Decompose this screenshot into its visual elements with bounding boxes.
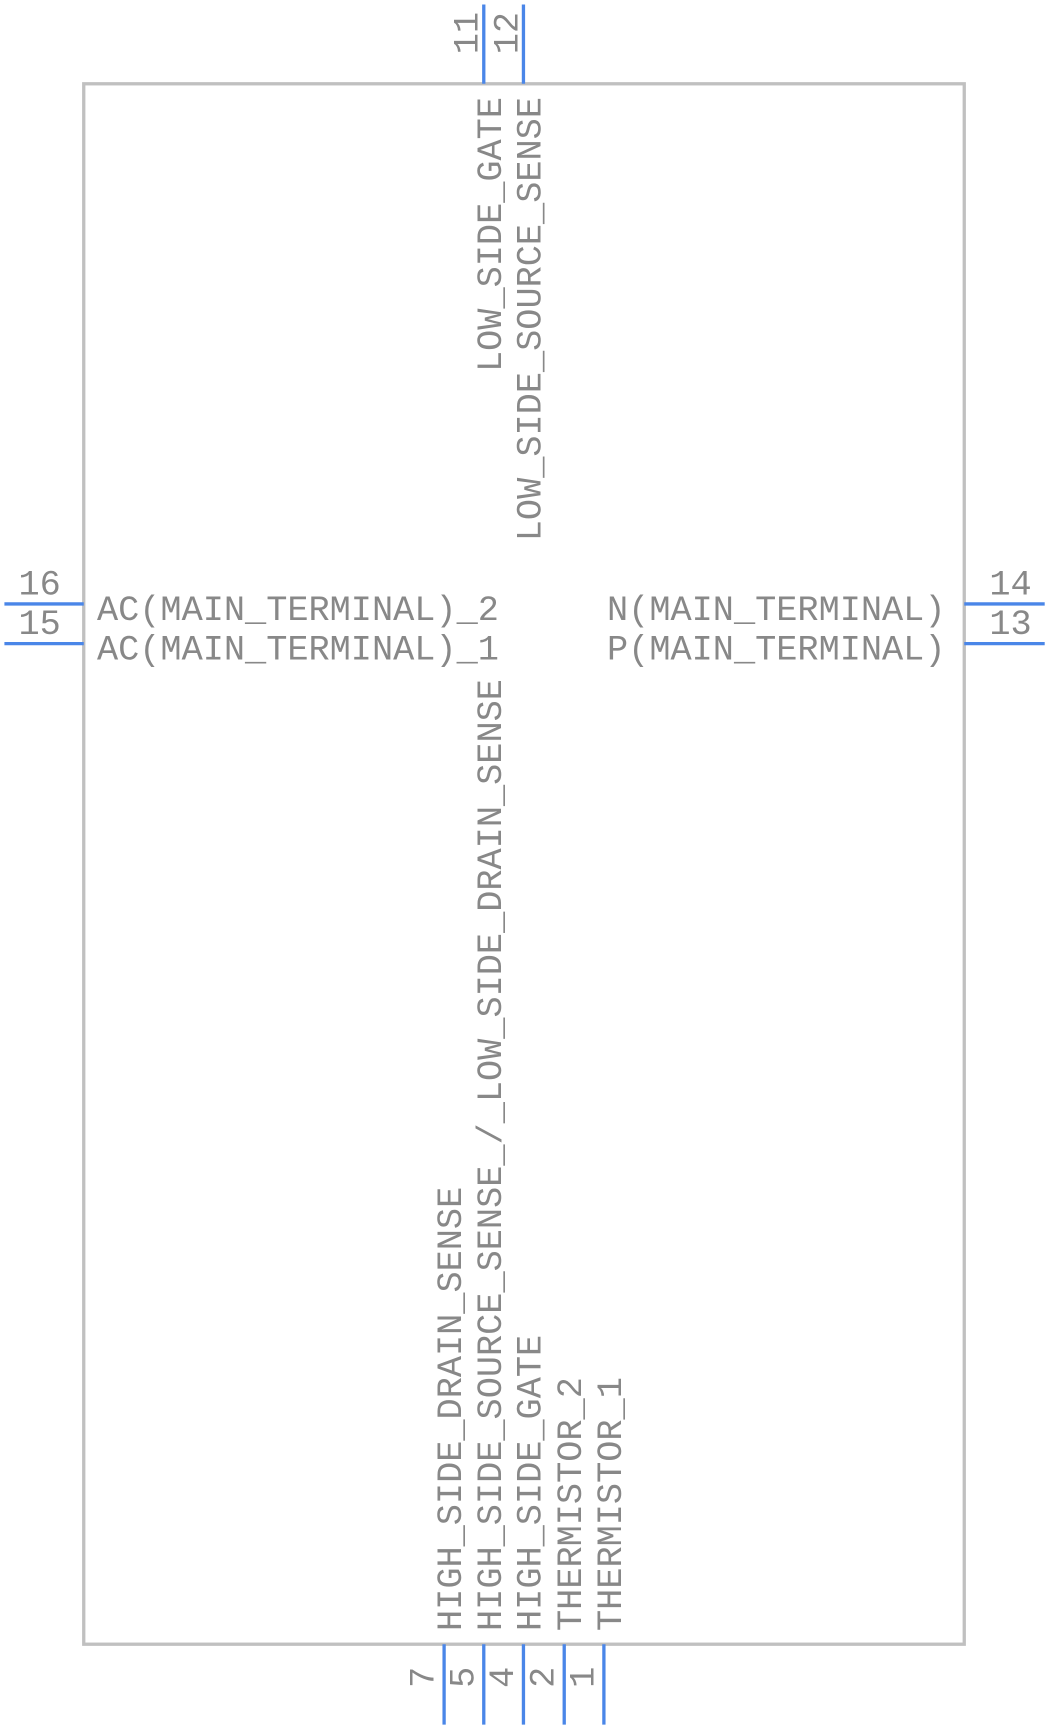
pin-number: 15 [19, 605, 61, 645]
pin-label: N(MAIN_TERMINAL) [607, 591, 945, 631]
pin-number: 16 [19, 566, 61, 606]
pin-number: 7 [405, 1667, 445, 1688]
pin-label: LOW_SIDE_GATE [472, 97, 512, 372]
pin-label: P(MAIN_TERMINAL) [607, 631, 945, 671]
pin-label: LOW_SIDE_SOURCE_SENSE [511, 97, 551, 541]
pin-number: 14 [989, 566, 1031, 606]
pin-number: 11 [449, 12, 489, 54]
pin-label: THERMISTOR_1 [592, 1377, 632, 1631]
pin-number: 12 [488, 12, 528, 54]
pin-label: AC(MAIN_TERMINAL)_1 [97, 631, 499, 671]
pin-number: 2 [525, 1667, 565, 1688]
pin-label: HIGH_SIDE_DRAIN_SENSE [432, 1187, 472, 1631]
pin-number: 4 [484, 1667, 524, 1688]
pin-label: AC(MAIN_TERMINAL)_2 [97, 591, 499, 631]
pin-number: 13 [989, 605, 1031, 645]
pin-label: HIGH_SIDE_SOURCE_SENSE_/_LOW_SIDE_DRAIN_… [472, 679, 512, 1631]
pin-number: 5 [444, 1667, 484, 1688]
pin-label: HIGH_SIDE_GATE [511, 1335, 551, 1631]
pin-label: THERMISTOR_2 [552, 1377, 592, 1631]
pin-number: 1 [564, 1667, 604, 1688]
